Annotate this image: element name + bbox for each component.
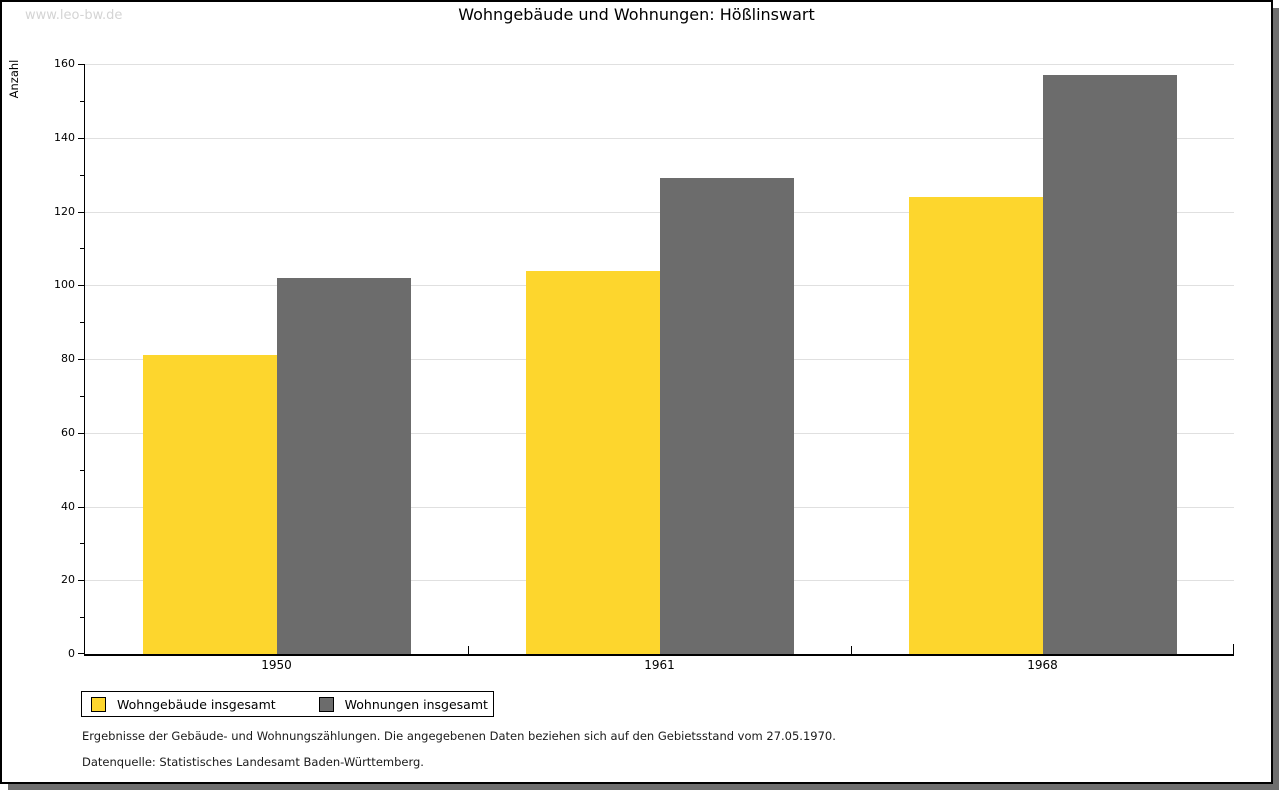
- y-axis-tick: [78, 580, 84, 582]
- y-axis-tick: [78, 653, 84, 654]
- y-tick-label: 140: [54, 130, 75, 144]
- y-axis-minor-tick: [80, 469, 84, 471]
- bar-1968-series1: [1042, 75, 1177, 654]
- y-axis-minor-tick: [80, 322, 84, 324]
- footnotes: Ergebnisse der Gebäude- und Wohnungszähl…: [82, 729, 836, 769]
- y-axis-tick: [78, 211, 84, 213]
- legend-swatch: [318, 696, 334, 712]
- y-axis-minor-tick: [80, 248, 84, 250]
- y-axis-label: Anzahl: [7, 59, 21, 99]
- gridline: [85, 64, 1234, 65]
- x-tick-label: 1950: [261, 658, 292, 672]
- y-axis-tick: [78, 432, 84, 434]
- y-tick-label: 60: [61, 425, 75, 439]
- bar-1950-series0: [142, 355, 277, 654]
- plot-area: 0 20 40 60 80 100 120 140 160 1950 1961 1968: [54, 57, 1234, 672]
- chart-title: Wohngebäude und Wohnungen: Hößlinswart: [458, 5, 815, 24]
- legend-label: Wohngebäude insgesamt: [117, 696, 276, 712]
- y-tick-label: 40: [61, 499, 75, 513]
- x-tick-label: 1968: [1027, 658, 1058, 672]
- watermark: www.leo-bw.de: [25, 8, 123, 23]
- y-axis-tick: [78, 506, 84, 508]
- bar-1961-series0: [525, 270, 660, 654]
- x-axis-end-tick: [1233, 644, 1234, 654]
- legend-label: Wohnungen insgesamt: [344, 696, 488, 712]
- y-axis-tick: [78, 359, 84, 360]
- y-axis-minor-tick: [80, 100, 84, 102]
- x-tick-label: 1961: [644, 658, 675, 672]
- gridline: [85, 137, 1234, 139]
- y-axis-minor-tick: [80, 395, 84, 397]
- y-tick-label: 120: [54, 204, 75, 218]
- bar-1961-series1: [659, 178, 794, 654]
- x-axis-tick: [468, 646, 469, 654]
- legend-item: Wohngebäude insgesamt: [91, 696, 276, 712]
- legend-item: Wohnungen insgesamt: [318, 696, 488, 712]
- legend: Wohngebäude insgesamt Wohnungen insgesamt: [81, 691, 494, 717]
- note-datenquelle: Datenquelle: Statistisches Landesamt Bad…: [82, 755, 424, 769]
- y-axis-tick: [78, 137, 84, 139]
- y-tick-label: 80: [61, 352, 75, 365]
- y-tick-label: 0: [68, 647, 75, 660]
- y-axis-minor-tick: [80, 174, 84, 176]
- y-axis-minor-tick: [80, 617, 84, 619]
- y-axis-tick: [78, 64, 84, 65]
- bar-1950-series1: [276, 277, 411, 654]
- y-axis-tick: [78, 285, 84, 287]
- y-tick-label: 160: [54, 57, 75, 70]
- note-gebietsstand: Ergebnisse der Gebäude- und Wohnungszähl…: [82, 729, 836, 743]
- y-tick-label: 20: [61, 573, 75, 587]
- bar-1968-series0: [908, 196, 1043, 654]
- legend-swatch: [91, 696, 106, 712]
- y-axis-minor-tick: [80, 543, 84, 545]
- x-axis-tick: [851, 646, 852, 654]
- y-tick-label: 100: [54, 278, 75, 292]
